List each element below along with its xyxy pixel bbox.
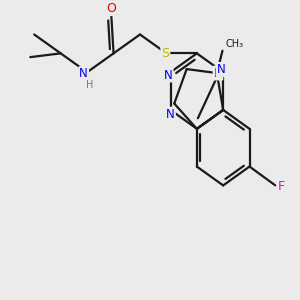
Text: O: O	[106, 2, 116, 15]
Text: CH₃: CH₃	[226, 39, 244, 49]
Text: N: N	[164, 68, 173, 82]
Text: H: H	[86, 80, 93, 90]
Text: S: S	[161, 47, 169, 60]
Text: F: F	[278, 180, 284, 193]
Text: N: N	[166, 108, 175, 121]
Text: N: N	[214, 67, 222, 80]
Text: N: N	[217, 63, 225, 76]
Text: N: N	[80, 67, 88, 80]
